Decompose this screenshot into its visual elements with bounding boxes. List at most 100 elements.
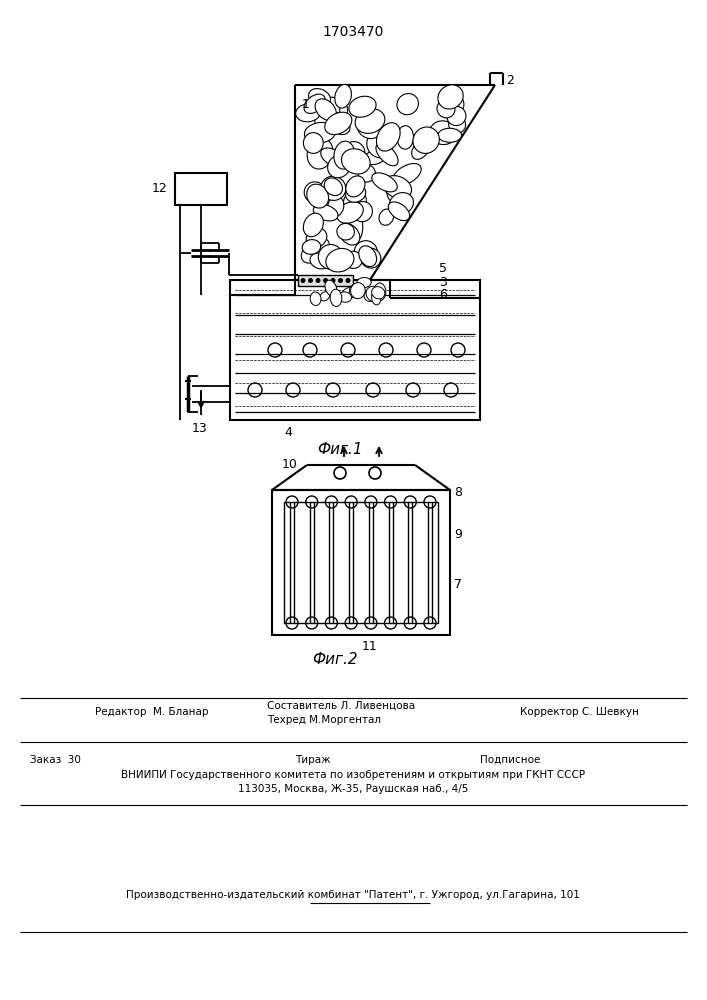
Ellipse shape xyxy=(376,123,400,151)
Ellipse shape xyxy=(339,223,360,245)
Ellipse shape xyxy=(341,288,353,299)
Text: 6: 6 xyxy=(439,288,447,302)
Ellipse shape xyxy=(308,89,330,106)
Ellipse shape xyxy=(411,140,430,159)
Text: Производственно-издательский комбинат "Патент", г. Ужгород, ул.Гагарина, 101: Производственно-издательский комбинат "П… xyxy=(126,890,580,900)
Text: 2: 2 xyxy=(506,74,514,87)
Text: Редактор  М. Бланар: Редактор М. Бланар xyxy=(95,707,209,717)
Bar xyxy=(284,502,438,623)
Ellipse shape xyxy=(306,228,327,248)
Ellipse shape xyxy=(366,286,382,302)
Text: Фиг.1: Фиг.1 xyxy=(317,442,363,458)
Ellipse shape xyxy=(351,283,366,299)
Ellipse shape xyxy=(304,94,325,113)
Ellipse shape xyxy=(330,289,342,306)
Ellipse shape xyxy=(376,143,398,166)
Text: 1703470: 1703470 xyxy=(322,25,384,39)
Ellipse shape xyxy=(447,106,466,126)
Ellipse shape xyxy=(388,202,409,221)
Text: 4: 4 xyxy=(284,426,292,438)
Circle shape xyxy=(324,278,327,282)
Ellipse shape xyxy=(357,115,382,139)
Ellipse shape xyxy=(327,155,351,178)
Ellipse shape xyxy=(387,175,407,203)
Ellipse shape xyxy=(347,211,363,241)
Ellipse shape xyxy=(342,142,365,165)
Ellipse shape xyxy=(318,245,343,269)
Ellipse shape xyxy=(344,251,362,268)
Circle shape xyxy=(316,278,320,282)
Circle shape xyxy=(308,278,312,282)
Ellipse shape xyxy=(307,184,329,208)
Ellipse shape xyxy=(311,247,337,264)
Ellipse shape xyxy=(364,291,375,301)
Text: 8: 8 xyxy=(454,487,462,499)
Ellipse shape xyxy=(397,94,419,115)
Ellipse shape xyxy=(367,131,393,158)
Ellipse shape xyxy=(353,202,373,222)
Ellipse shape xyxy=(349,284,361,298)
Ellipse shape xyxy=(325,280,337,296)
Ellipse shape xyxy=(437,100,455,118)
Bar xyxy=(175,173,227,205)
Ellipse shape xyxy=(320,97,340,125)
Ellipse shape xyxy=(308,232,330,253)
Ellipse shape xyxy=(325,98,348,123)
Ellipse shape xyxy=(312,131,330,155)
Text: Заказ  30: Заказ 30 xyxy=(30,755,81,765)
Ellipse shape xyxy=(326,248,354,272)
Text: 9: 9 xyxy=(454,528,462,542)
Ellipse shape xyxy=(325,112,352,135)
Ellipse shape xyxy=(315,108,339,135)
Text: ВНИИПИ Государственного комитета по изобретениям и открытиям при ГКНТ СССР: ВНИИПИ Государственного комитета по изоб… xyxy=(121,770,585,780)
Ellipse shape xyxy=(346,176,365,197)
Ellipse shape xyxy=(315,99,337,120)
Ellipse shape xyxy=(392,164,421,185)
Ellipse shape xyxy=(374,283,386,301)
Ellipse shape xyxy=(349,96,376,117)
Ellipse shape xyxy=(364,150,386,165)
Ellipse shape xyxy=(430,121,456,145)
Bar xyxy=(298,275,353,286)
Text: 3: 3 xyxy=(439,275,447,288)
Text: Подписное: Подписное xyxy=(480,755,540,765)
Ellipse shape xyxy=(361,248,381,268)
Ellipse shape xyxy=(358,165,375,182)
Ellipse shape xyxy=(334,141,355,169)
Ellipse shape xyxy=(320,292,329,301)
Ellipse shape xyxy=(304,182,325,203)
Circle shape xyxy=(331,278,335,282)
Ellipse shape xyxy=(302,240,321,254)
Ellipse shape xyxy=(344,190,366,213)
Text: Составитель Л. Ливенцова: Составитель Л. Ливенцова xyxy=(267,701,415,711)
Text: Тираж: Тираж xyxy=(295,755,331,765)
Ellipse shape xyxy=(341,149,370,174)
Ellipse shape xyxy=(379,209,394,225)
Ellipse shape xyxy=(438,85,463,109)
Circle shape xyxy=(346,278,350,282)
Ellipse shape xyxy=(413,127,439,153)
Ellipse shape xyxy=(440,92,464,116)
Ellipse shape xyxy=(337,202,363,223)
Text: 10: 10 xyxy=(282,458,298,472)
Text: Техред М.Моргентал: Техред М.Моргентал xyxy=(267,715,381,725)
Text: 7: 7 xyxy=(454,578,462,591)
Ellipse shape xyxy=(448,115,466,133)
Text: 5: 5 xyxy=(439,261,447,274)
Ellipse shape xyxy=(310,292,321,306)
Ellipse shape xyxy=(337,223,354,240)
Ellipse shape xyxy=(354,241,378,263)
Ellipse shape xyxy=(355,109,385,133)
Ellipse shape xyxy=(372,287,385,299)
Bar xyxy=(230,280,480,420)
Text: Фиг.2: Фиг.2 xyxy=(312,652,358,668)
Ellipse shape xyxy=(397,126,414,149)
Ellipse shape xyxy=(346,185,366,202)
Text: 11: 11 xyxy=(362,641,378,654)
Ellipse shape xyxy=(321,148,346,168)
Bar xyxy=(272,490,450,635)
Ellipse shape xyxy=(313,204,338,221)
Text: 13: 13 xyxy=(192,422,208,434)
Ellipse shape xyxy=(305,122,336,143)
Ellipse shape xyxy=(310,253,330,269)
